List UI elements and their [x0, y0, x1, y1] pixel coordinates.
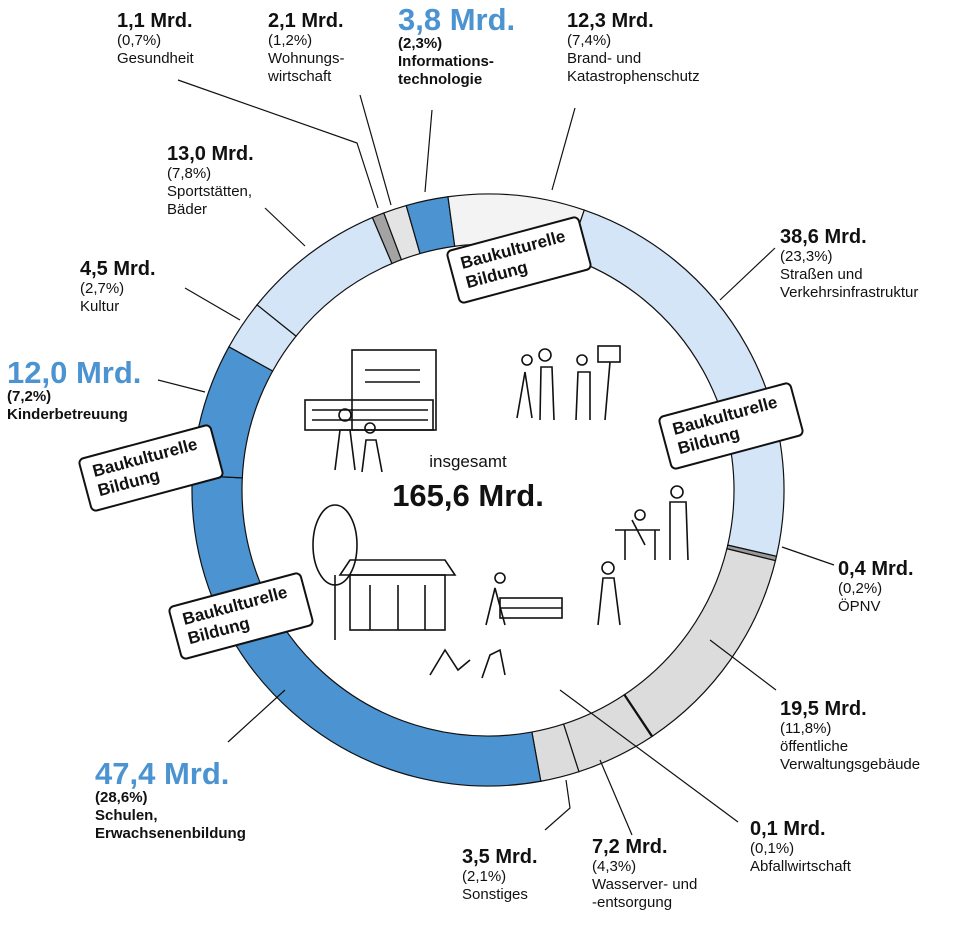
leader-line: [551, 107, 576, 191]
value-label: 3,8 Mrd.: [398, 2, 516, 37]
leader-line: [544, 779, 571, 831]
segment-label: 13,0 Mrd. (7,8%) Sportstätten, Bäder: [167, 143, 254, 219]
percent-label: (0,1%): [750, 840, 795, 857]
donut-segment: [567, 209, 785, 558]
value-label: 2,1 Mrd.: [268, 10, 344, 32]
leader-line: [264, 207, 306, 247]
segment-label: 3,5 Mrd. (2,1%) Sonstiges: [462, 846, 538, 904]
percent-label: (0,2%): [838, 580, 883, 597]
donut-segment: [256, 216, 393, 337]
category-label: Kultur: [80, 298, 120, 315]
segment-label: 0,1 Mrd. (0,1%) Abfallwirtschaft: [750, 818, 851, 876]
segment-label: 0,4 Mrd. (0,2%) ÖPNV: [838, 558, 914, 616]
category-label: Informations- technologie: [398, 53, 494, 88]
leader-line: [177, 79, 379, 209]
leader-line: [559, 689, 739, 823]
segment-label: 12,3 Mrd. (7,4%) Brand- und Katastrophensc…: [567, 10, 700, 86]
percent-label: (7,2%): [7, 388, 52, 405]
percent-label: (28,6%): [95, 789, 148, 806]
segment-label: 12,0 Mrd. (7,2%) Kinderbetreuung: [7, 357, 141, 424]
leader-line: [424, 109, 433, 193]
value-label: 4,5 Mrd.: [80, 258, 156, 280]
category-label: Wasserver- und -entsorgung: [592, 876, 698, 911]
category-label: Sportstätten, Bäder: [167, 183, 253, 218]
percent-label: (2,1%): [462, 868, 507, 885]
category-label: Brand- und Katastrophenschutz: [567, 50, 700, 85]
category-label: Gesundheit: [117, 50, 194, 67]
value-label: 47,4 Mrd.: [95, 756, 230, 791]
category-label: Straßen und Verkehrsinfrastruktur: [780, 266, 919, 301]
segment-label: 47,4 Mrd. (28,6%) Schulen, Erwachsenenbild…: [95, 758, 246, 843]
percent-label: (1,2%): [268, 32, 313, 49]
value-label: 7,2 Mrd.: [592, 836, 668, 858]
percent-label: (2,3%): [398, 35, 443, 52]
category-label: Kinderbetreuung: [7, 406, 128, 423]
value-label: 0,1 Mrd.: [750, 818, 826, 840]
segment-label: 4,5 Mrd. (2,7%) Kultur: [80, 258, 156, 316]
leader-line: [157, 379, 206, 393]
leader-line: [719, 247, 776, 301]
value-label: 13,0 Mrd.: [167, 143, 254, 165]
leader-line: [184, 287, 241, 321]
segment-label: 19,5 Mrd. (11,8%) öffentliche Verwaltungsg…: [780, 698, 920, 774]
category-label: Abfallwirtschaft: [750, 858, 851, 875]
segment-label: 7,2 Mrd. (4,3%) Wasserver- und -entsorgung: [592, 836, 697, 912]
percent-label: (7,4%): [567, 32, 612, 49]
leader-line: [227, 689, 286, 743]
category-label: ÖPNV: [838, 598, 881, 615]
donut-segment: [623, 548, 777, 737]
value-label: 19,5 Mrd.: [780, 698, 867, 720]
value-label: 12,0 Mrd.: [7, 355, 142, 390]
percent-label: (4,3%): [592, 858, 637, 875]
illustration: [304, 345, 689, 679]
segment-label: 1,1 Mrd. (0,7%) Gesundheit: [117, 10, 194, 68]
value-label: 0,4 Mrd.: [838, 558, 914, 580]
value-label: 3,5 Mrd.: [462, 846, 538, 868]
center-label: insgesamt: [429, 452, 507, 471]
percent-label: (23,3%): [780, 248, 833, 265]
leader-line: [359, 94, 392, 206]
percent-label: (11,8%): [780, 720, 832, 737]
leader-line: [599, 759, 633, 836]
percent-label: (7,8%): [167, 165, 212, 182]
value-label: 1,1 Mrd.: [117, 10, 193, 32]
percent-label: (2,7%): [80, 280, 125, 297]
segment-label: 3,8 Mrd. (2,3%) Informations- technologie: [398, 4, 515, 89]
category-label: Sonstiges: [462, 886, 528, 903]
leader-line: [781, 546, 835, 566]
value-label: 38,6 Mrd.: [780, 226, 867, 248]
category-label: Wohnungs- wirtschaft: [268, 50, 345, 85]
segment-label: 2,1 Mrd. (1,2%) Wohnungs- wirtschaft: [268, 10, 344, 86]
value-label: 12,3 Mrd.: [567, 10, 654, 32]
segment-label: 38,6 Mrd. (23,3%) Straßen und Verkehrsinfr…: [780, 226, 918, 302]
category-label: öffentliche Verwaltungsgebäude: [780, 738, 921, 773]
leader-line: [709, 639, 777, 691]
center-value: 165,6 Mrd.: [392, 478, 544, 513]
category-label: Schulen, Erwachsenenbildung: [95, 807, 246, 842]
percent-label: (0,7%): [117, 32, 162, 49]
